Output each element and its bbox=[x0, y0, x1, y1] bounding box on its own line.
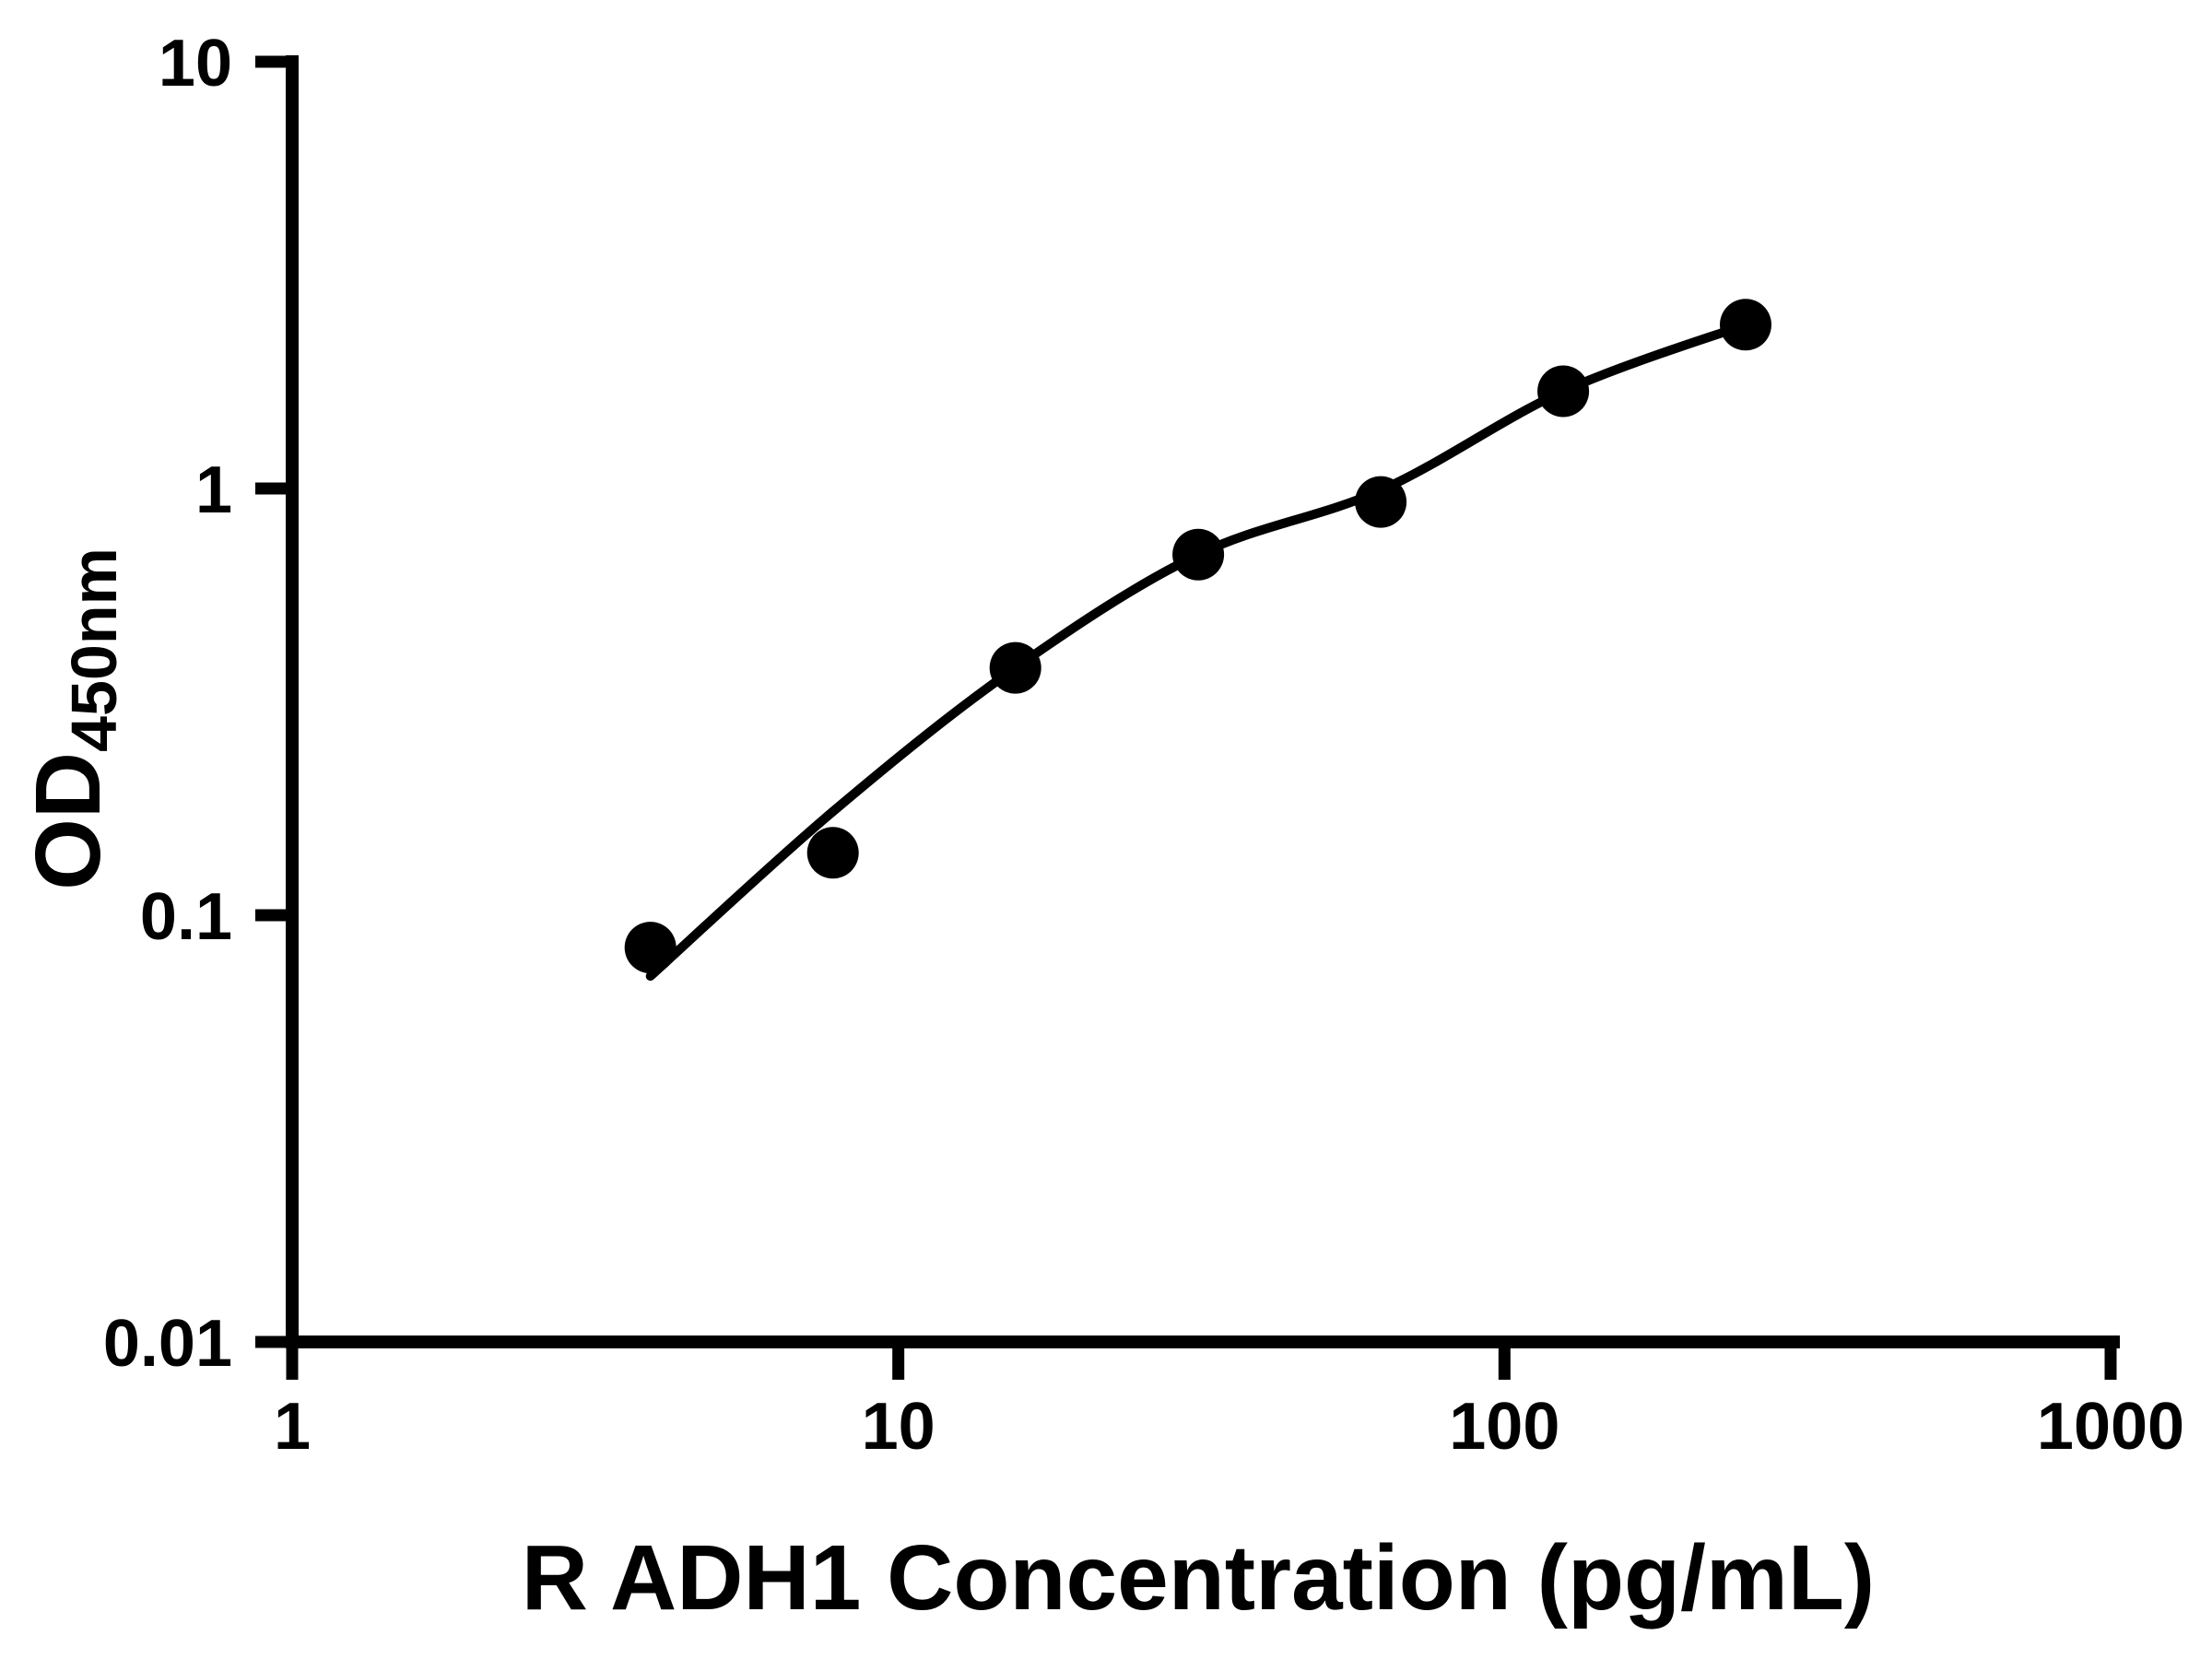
data-point-marker bbox=[989, 641, 1041, 694]
data-point-marker bbox=[1537, 365, 1590, 418]
data-point-marker bbox=[624, 922, 677, 974]
x-axis-title: R ADH1 Concentration (pg/mL) bbox=[522, 1526, 1875, 1630]
y-tick-label: 10 bbox=[159, 27, 232, 100]
axes-layer: 0.01 0.1 1 10 1 10 100 1000 bbox=[103, 27, 2184, 1464]
y-tick-label: 1 bbox=[195, 453, 232, 527]
y-axis-title-main: OD bbox=[17, 752, 120, 890]
x-tick-label: 1000 bbox=[2037, 1390, 2184, 1464]
x-tick-label: 10 bbox=[862, 1390, 935, 1464]
data-point-marker bbox=[1720, 299, 1771, 351]
fit-curve bbox=[645, 320, 1750, 982]
data-point-marker bbox=[806, 827, 859, 879]
plot-layer bbox=[624, 299, 1771, 982]
y-axis-title-subscript: 450nm bbox=[58, 547, 130, 752]
x-tick-label: 1 bbox=[274, 1390, 311, 1464]
y-tick-label: 0.01 bbox=[103, 1307, 232, 1381]
x-tick-label: 100 bbox=[1449, 1390, 1559, 1464]
data-point-marker bbox=[1172, 528, 1225, 581]
y-tick-label: 0.1 bbox=[140, 880, 232, 954]
y-axis-title: OD450nm bbox=[17, 547, 130, 890]
data-point-marker bbox=[1355, 476, 1407, 528]
